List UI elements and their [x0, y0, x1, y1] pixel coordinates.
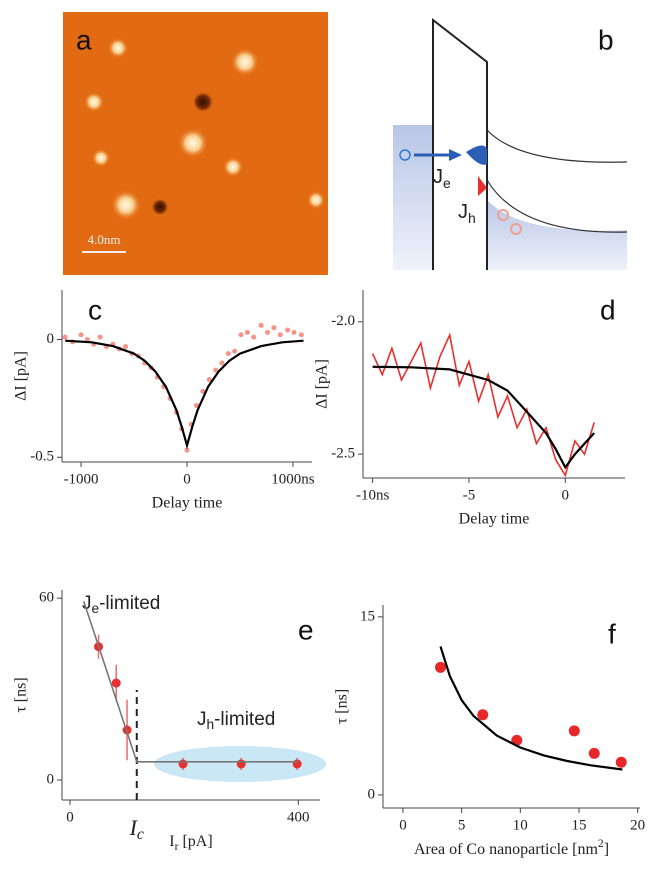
regime-label: Je-limited	[82, 593, 160, 616]
data-line	[439, 646, 623, 771]
data-point	[232, 348, 238, 354]
x-tick-label: 400	[287, 809, 310, 825]
data-point	[285, 327, 291, 333]
regime-label-part: J	[197, 709, 207, 730]
x-tick-label: 0	[183, 471, 191, 487]
data-point	[271, 325, 277, 331]
data-point	[62, 334, 68, 340]
data-point	[111, 678, 121, 688]
y-axis-label: τ [ns]	[13, 677, 30, 712]
x-tick-label: 15	[571, 817, 586, 833]
data-line	[371, 332, 595, 478]
data-point	[251, 334, 257, 340]
data-point	[206, 377, 212, 383]
x-axis-label-part: I	[169, 833, 174, 850]
data-point	[477, 709, 489, 721]
y-tick-label: 15	[360, 608, 375, 624]
data-point	[84, 336, 90, 342]
band-diagram: Je Jh b	[393, 17, 628, 270]
scale-bar-label: 4.0nm	[88, 232, 121, 247]
threshold-label: Ic	[129, 815, 144, 843]
regime-label-part: J	[82, 593, 92, 614]
panel-letter: e	[298, 614, 314, 645]
y-tick-label: -0.5	[30, 449, 54, 465]
x-tick-label: 0	[399, 817, 407, 833]
data-point	[298, 332, 304, 338]
data-point	[277, 332, 283, 338]
data-point	[213, 367, 219, 373]
data-point	[238, 332, 244, 338]
x-tick-label: -5	[463, 487, 476, 503]
data-point	[588, 747, 600, 759]
regime-label: Jh-limited	[197, 709, 275, 732]
x-tick-label: 10	[513, 817, 528, 833]
panel-letter: a	[76, 24, 92, 55]
hole-flux-label: Jh	[458, 201, 476, 225]
x-axis-label-part: Area of Co nanoparticle [nm	[414, 841, 598, 858]
data-point	[511, 734, 523, 746]
data-point	[291, 329, 297, 335]
x-tick-label: 20	[630, 817, 645, 833]
data-point	[178, 759, 188, 769]
data-point	[615, 756, 627, 768]
y-axis-label: τ [ns]	[334, 689, 351, 724]
y-tick-label: 0	[47, 771, 55, 787]
data-point	[78, 332, 84, 338]
x-tick-label: 5	[458, 817, 466, 833]
x-axis-label-sup: 2	[598, 838, 604, 850]
regime-label-sub: e	[92, 601, 100, 616]
y-tick-label: 0	[368, 786, 376, 802]
y-axis-label: ΔI [pA]	[13, 351, 30, 401]
x-axis-label-part: ]	[604, 841, 609, 858]
x-axis-label-sub: r	[175, 841, 179, 853]
y-tick-label: -2.0	[331, 313, 355, 329]
data-point	[435, 661, 447, 673]
data-line	[372, 365, 596, 470]
panel-letter: d	[600, 294, 616, 325]
regime-label-part: -limited	[99, 593, 160, 614]
data-point	[244, 329, 250, 335]
x-axis-label: Delay time	[152, 495, 223, 512]
data-point	[258, 322, 264, 328]
data-line	[65, 339, 304, 450]
data-point	[225, 351, 231, 357]
y-tick-label: 60	[39, 590, 54, 606]
data-point	[265, 329, 271, 335]
panel-letter: c	[88, 294, 102, 325]
data-point	[200, 388, 206, 394]
x-tick-label: 1000ns	[271, 471, 315, 487]
y-tick-label: -2.5	[331, 446, 355, 462]
data-point	[568, 725, 580, 737]
y-axis-label: ΔI [pA]	[314, 359, 331, 409]
panel-letter: b	[598, 24, 614, 55]
data-point	[194, 402, 200, 408]
x-tick-label: -1000	[64, 471, 99, 487]
data-point	[184, 447, 190, 453]
threshold-label-part: I	[129, 815, 139, 840]
data-point	[236, 759, 246, 769]
x-axis-label: Ir [pA]	[169, 833, 212, 853]
electron-flux-label: Je	[433, 166, 451, 190]
x-axis-label: Area of Co nanoparticle [nm2]	[414, 838, 609, 858]
regime-label-part: -limited	[214, 709, 275, 730]
data-line	[82, 600, 299, 763]
x-axis-label: Delay time	[459, 511, 530, 528]
x-tick-label: 0	[66, 809, 74, 825]
x-tick-label: -10ns	[356, 487, 389, 503]
data-point	[97, 334, 103, 340]
panel-letter: f	[608, 618, 616, 649]
data-point	[123, 344, 129, 350]
data-point	[219, 360, 225, 366]
data-point	[292, 759, 302, 769]
stm-image: 4.0nm a	[63, 12, 328, 275]
y-tick-label: 0	[47, 331, 55, 347]
regime-label-sub: h	[207, 717, 215, 732]
threshold-label-sub: c	[137, 826, 144, 843]
x-tick-label: 0	[562, 487, 570, 503]
x-axis-label-part: [pA]	[178, 833, 212, 850]
